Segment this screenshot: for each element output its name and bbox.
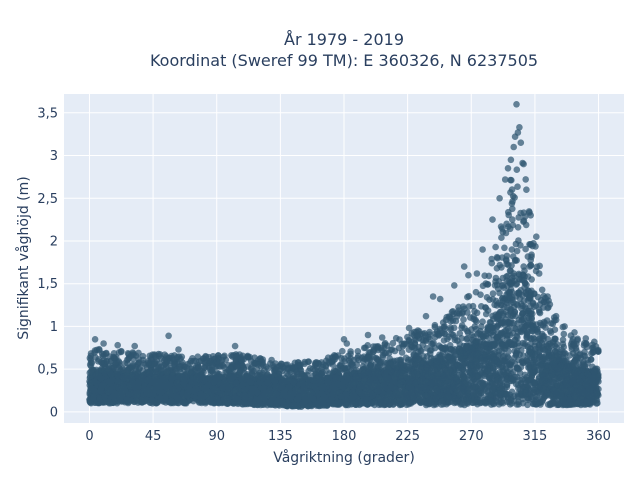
scatter-point (486, 296, 493, 303)
scatter-point (560, 337, 567, 344)
scatter-point (550, 321, 557, 328)
scatter-point (312, 361, 319, 368)
scatter-point (411, 345, 418, 352)
chart-title-line-2: Koordinat (Sweref 99 TM): E 360326, N 62… (150, 51, 538, 70)
scatter-point (362, 344, 369, 351)
scatter-point (539, 287, 546, 294)
scatter-point (498, 234, 505, 241)
scatter-point (220, 363, 227, 370)
scatter-point (589, 349, 596, 356)
scatter-point (424, 353, 431, 360)
scatter-point (486, 273, 493, 280)
scatter-point (504, 253, 511, 260)
scatter-point (522, 304, 529, 311)
scatter-point (520, 218, 527, 225)
scatter-point (471, 308, 478, 315)
scatter-point (466, 293, 473, 300)
scatter-point (406, 346, 413, 353)
scatter-point (494, 254, 501, 261)
scatter-point (528, 241, 535, 248)
scatter-point (339, 348, 346, 355)
scatter-point (468, 326, 475, 333)
scatter-point (432, 322, 439, 329)
scatter-point (501, 245, 508, 252)
chart-title-line-1: År 1979 - 2019 (284, 30, 404, 49)
scatter-point (500, 400, 507, 407)
scatter-point (490, 290, 497, 297)
scatter-point (458, 325, 465, 332)
scatter-point (595, 347, 602, 354)
scatter-point (560, 344, 567, 351)
scatter-point (514, 166, 521, 173)
scatter-point (522, 176, 529, 183)
scatter-point (460, 316, 467, 323)
scatter-point (547, 328, 554, 335)
scatter-point (493, 275, 500, 282)
